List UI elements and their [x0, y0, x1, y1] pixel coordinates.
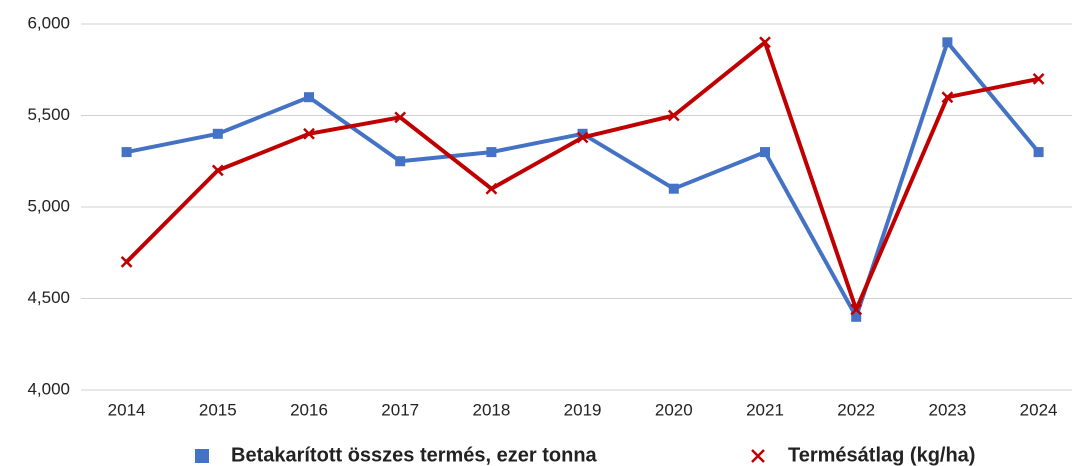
marker — [942, 37, 953, 48]
x-tick-label: 2019 — [564, 400, 602, 419]
marker — [667, 109, 680, 122]
marker — [121, 147, 132, 158]
y-tick-label: 5,000 — [27, 196, 70, 215]
marker — [760, 147, 770, 158]
marker — [303, 127, 315, 140]
x-tick-label: 2022 — [837, 400, 875, 419]
marker — [668, 183, 679, 194]
x-tick-label: 2016 — [290, 400, 328, 419]
y-tick-label: 4,000 — [27, 379, 70, 398]
x-tick-label: 2015 — [199, 400, 237, 419]
marker — [941, 91, 954, 104]
x-tick-label: 2017 — [381, 400, 419, 419]
x-tick-label: 2020 — [655, 400, 693, 419]
x-tick-label: 2021 — [746, 400, 784, 419]
y-tick-label: 6,000 — [27, 13, 70, 32]
marker — [395, 156, 406, 167]
marker — [485, 182, 498, 195]
legend-label: Termésátlag (kg/ha) — [788, 444, 975, 466]
legend-marker — [195, 449, 209, 463]
x-tick-label: 2023 — [928, 400, 966, 419]
y-tick-label: 5,500 — [27, 105, 70, 124]
marker — [577, 128, 588, 139]
marker — [576, 131, 589, 144]
y-tick-label: 4,500 — [27, 288, 70, 307]
x-tick-label: 2024 — [1020, 400, 1058, 419]
marker — [212, 128, 223, 139]
series-line — [126, 40, 1041, 319]
marker — [120, 256, 133, 268]
marker — [850, 303, 863, 316]
legend-label: Betakarított összes termés, ezer tonna — [231, 444, 598, 466]
legend-marker — [751, 449, 765, 463]
marker — [304, 92, 314, 103]
x-tick-label: 2018 — [472, 400, 510, 419]
marker — [1033, 147, 1044, 158]
x-tick-label: 2014 — [108, 400, 146, 419]
marker — [211, 164, 224, 177]
marker — [394, 111, 407, 124]
marker — [1032, 73, 1045, 85]
marker — [486, 147, 497, 158]
marker — [759, 36, 771, 49]
marker — [851, 311, 862, 322]
